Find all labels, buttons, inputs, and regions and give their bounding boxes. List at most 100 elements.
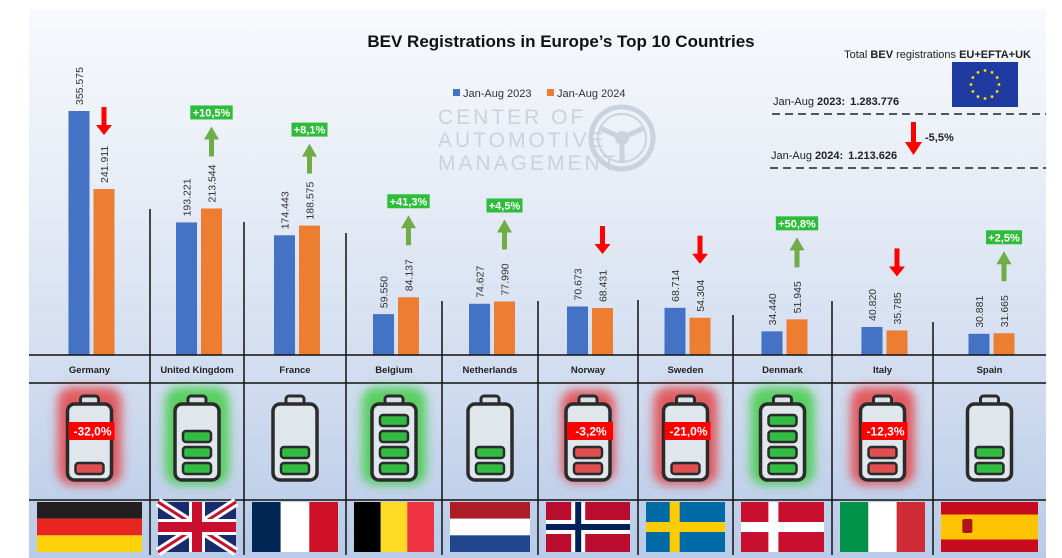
bar-2023-5 (567, 306, 588, 355)
spain-flag-icon (941, 502, 1038, 552)
battery-icon: -3,2% (561, 389, 615, 483)
category-label: Norway (571, 365, 606, 376)
change-badge-text: +10,5% (193, 107, 231, 119)
legend-swatch-2024 (547, 89, 554, 96)
legend: Jan-Aug 2023 Jan-Aug 2024 (453, 88, 626, 100)
belgium-flag-icon (354, 502, 434, 552)
battery-cell (572, 461, 604, 476)
down-arrow-icon (594, 226, 611, 255)
bar-2023-6 (664, 307, 686, 355)
bar-2024-4 (494, 301, 515, 355)
battery-body (271, 402, 319, 482)
bar-2024-0 (93, 188, 115, 355)
uk-flag-icon (155, 498, 239, 556)
value-label-2024: 35.785 (892, 292, 904, 324)
up-arrow-icon (302, 143, 317, 174)
battery-cell (767, 429, 798, 444)
category-label: Germany (69, 365, 111, 376)
battery-body (466, 402, 514, 482)
battery-cell (279, 461, 311, 476)
netherlands-flag-icon (450, 502, 530, 552)
bar-2024-6 (689, 317, 711, 355)
battery-cell (767, 461, 798, 476)
change-badge-text: +8,1% (294, 125, 326, 137)
up-arrow-icon (789, 237, 805, 268)
bar-2023-4 (469, 303, 490, 355)
watermark-line-2: AUTOMOTIVE (438, 129, 606, 152)
change-badge (190, 105, 233, 120)
value-label-2023: 40.820 (867, 289, 879, 321)
battery-cell (378, 445, 410, 460)
up-arrow-icon (401, 215, 416, 246)
change-badge-text: +50,8% (778, 218, 816, 230)
total-heading: Total BEV registrations EU+EFTA+UK (844, 49, 1031, 61)
spain-coat-of-arms-icon (962, 519, 973, 533)
change-badge (291, 122, 328, 137)
battery-change-text: -21,0% (669, 425, 707, 439)
bar-2023-1 (176, 222, 197, 355)
value-label-2023: 70.673 (573, 268, 585, 300)
battery-cell (378, 429, 410, 444)
watermark-line-3: MANAGEMENT (438, 152, 619, 175)
category-label: Italy (873, 365, 893, 376)
value-label-2024: 68.431 (598, 270, 610, 302)
bar-2024-9 (993, 333, 1015, 355)
value-label-2023: 193.221 (182, 178, 194, 216)
category-label: Netherlands (463, 365, 518, 376)
battery-cell (181, 461, 213, 476)
value-label-2023: 59.550 (379, 276, 391, 308)
eu-star (971, 76, 975, 79)
total-annotation: Total BEV registrations EU+EFTA+UK Jan-A… (770, 49, 1046, 169)
battery-icon (165, 387, 229, 485)
eu-star (995, 90, 999, 93)
battery-cell (867, 461, 898, 476)
battery-icon: -12,3% (850, 387, 915, 485)
category-label: Spain (977, 365, 1003, 376)
category-label: France (279, 365, 310, 376)
value-label-2023: 74.627 (475, 266, 487, 298)
eu-star (990, 95, 994, 99)
battery-cell (474, 461, 506, 476)
value-label-2024: 54.304 (695, 279, 707, 311)
norway-flag-icon (546, 502, 630, 552)
battery-cell (279, 445, 311, 460)
eu-star (997, 83, 1001, 86)
bar-2024-3 (398, 297, 419, 355)
battery-cell (867, 445, 898, 460)
battery-cell (767, 445, 798, 460)
battery-change-badge (68, 422, 115, 440)
eu-star (990, 70, 994, 74)
watermark: CENTER OF AUTOMOTIVE MANAGEMENT (438, 104, 656, 175)
battery-change-badge (664, 422, 711, 440)
battery-cell (378, 413, 410, 428)
bar-2023-3 (373, 314, 394, 355)
legend-swatch-2023 (453, 89, 460, 96)
battery-change-text: -3,2% (575, 425, 607, 439)
watermark-line-1: CENTER OF (438, 106, 586, 129)
total-2024: Jan-Aug 2024: 1.213.626 (771, 150, 897, 162)
eu-star (971, 90, 975, 93)
battery-change-badge (861, 422, 908, 440)
eu-flag-icon (952, 62, 1018, 107)
battery-cell (378, 461, 410, 476)
value-label-2024: 51.945 (792, 281, 804, 313)
battery-cell (767, 413, 798, 428)
value-label-2024: 31.665 (999, 295, 1011, 327)
change-badge (486, 198, 523, 213)
eu-star (983, 97, 987, 100)
category-label: Sweden (668, 365, 704, 376)
total-2023: Jan-Aug 2023: 1.283.776 (773, 96, 899, 108)
battery-icon (466, 394, 514, 482)
bar-2024-1 (201, 208, 222, 355)
change-badge-text: +41,3% (390, 196, 428, 208)
value-label-2024: 77.990 (500, 263, 512, 295)
battery-icon (271, 394, 319, 482)
up-arrow-icon (996, 251, 1012, 282)
italy-flag-icon (840, 502, 925, 552)
up-arrow-icon (497, 219, 512, 250)
battery-icon (362, 387, 426, 485)
battery-change-text: -32,0% (73, 425, 111, 439)
up-arrow-icon (204, 126, 219, 157)
change-badge (775, 216, 819, 231)
